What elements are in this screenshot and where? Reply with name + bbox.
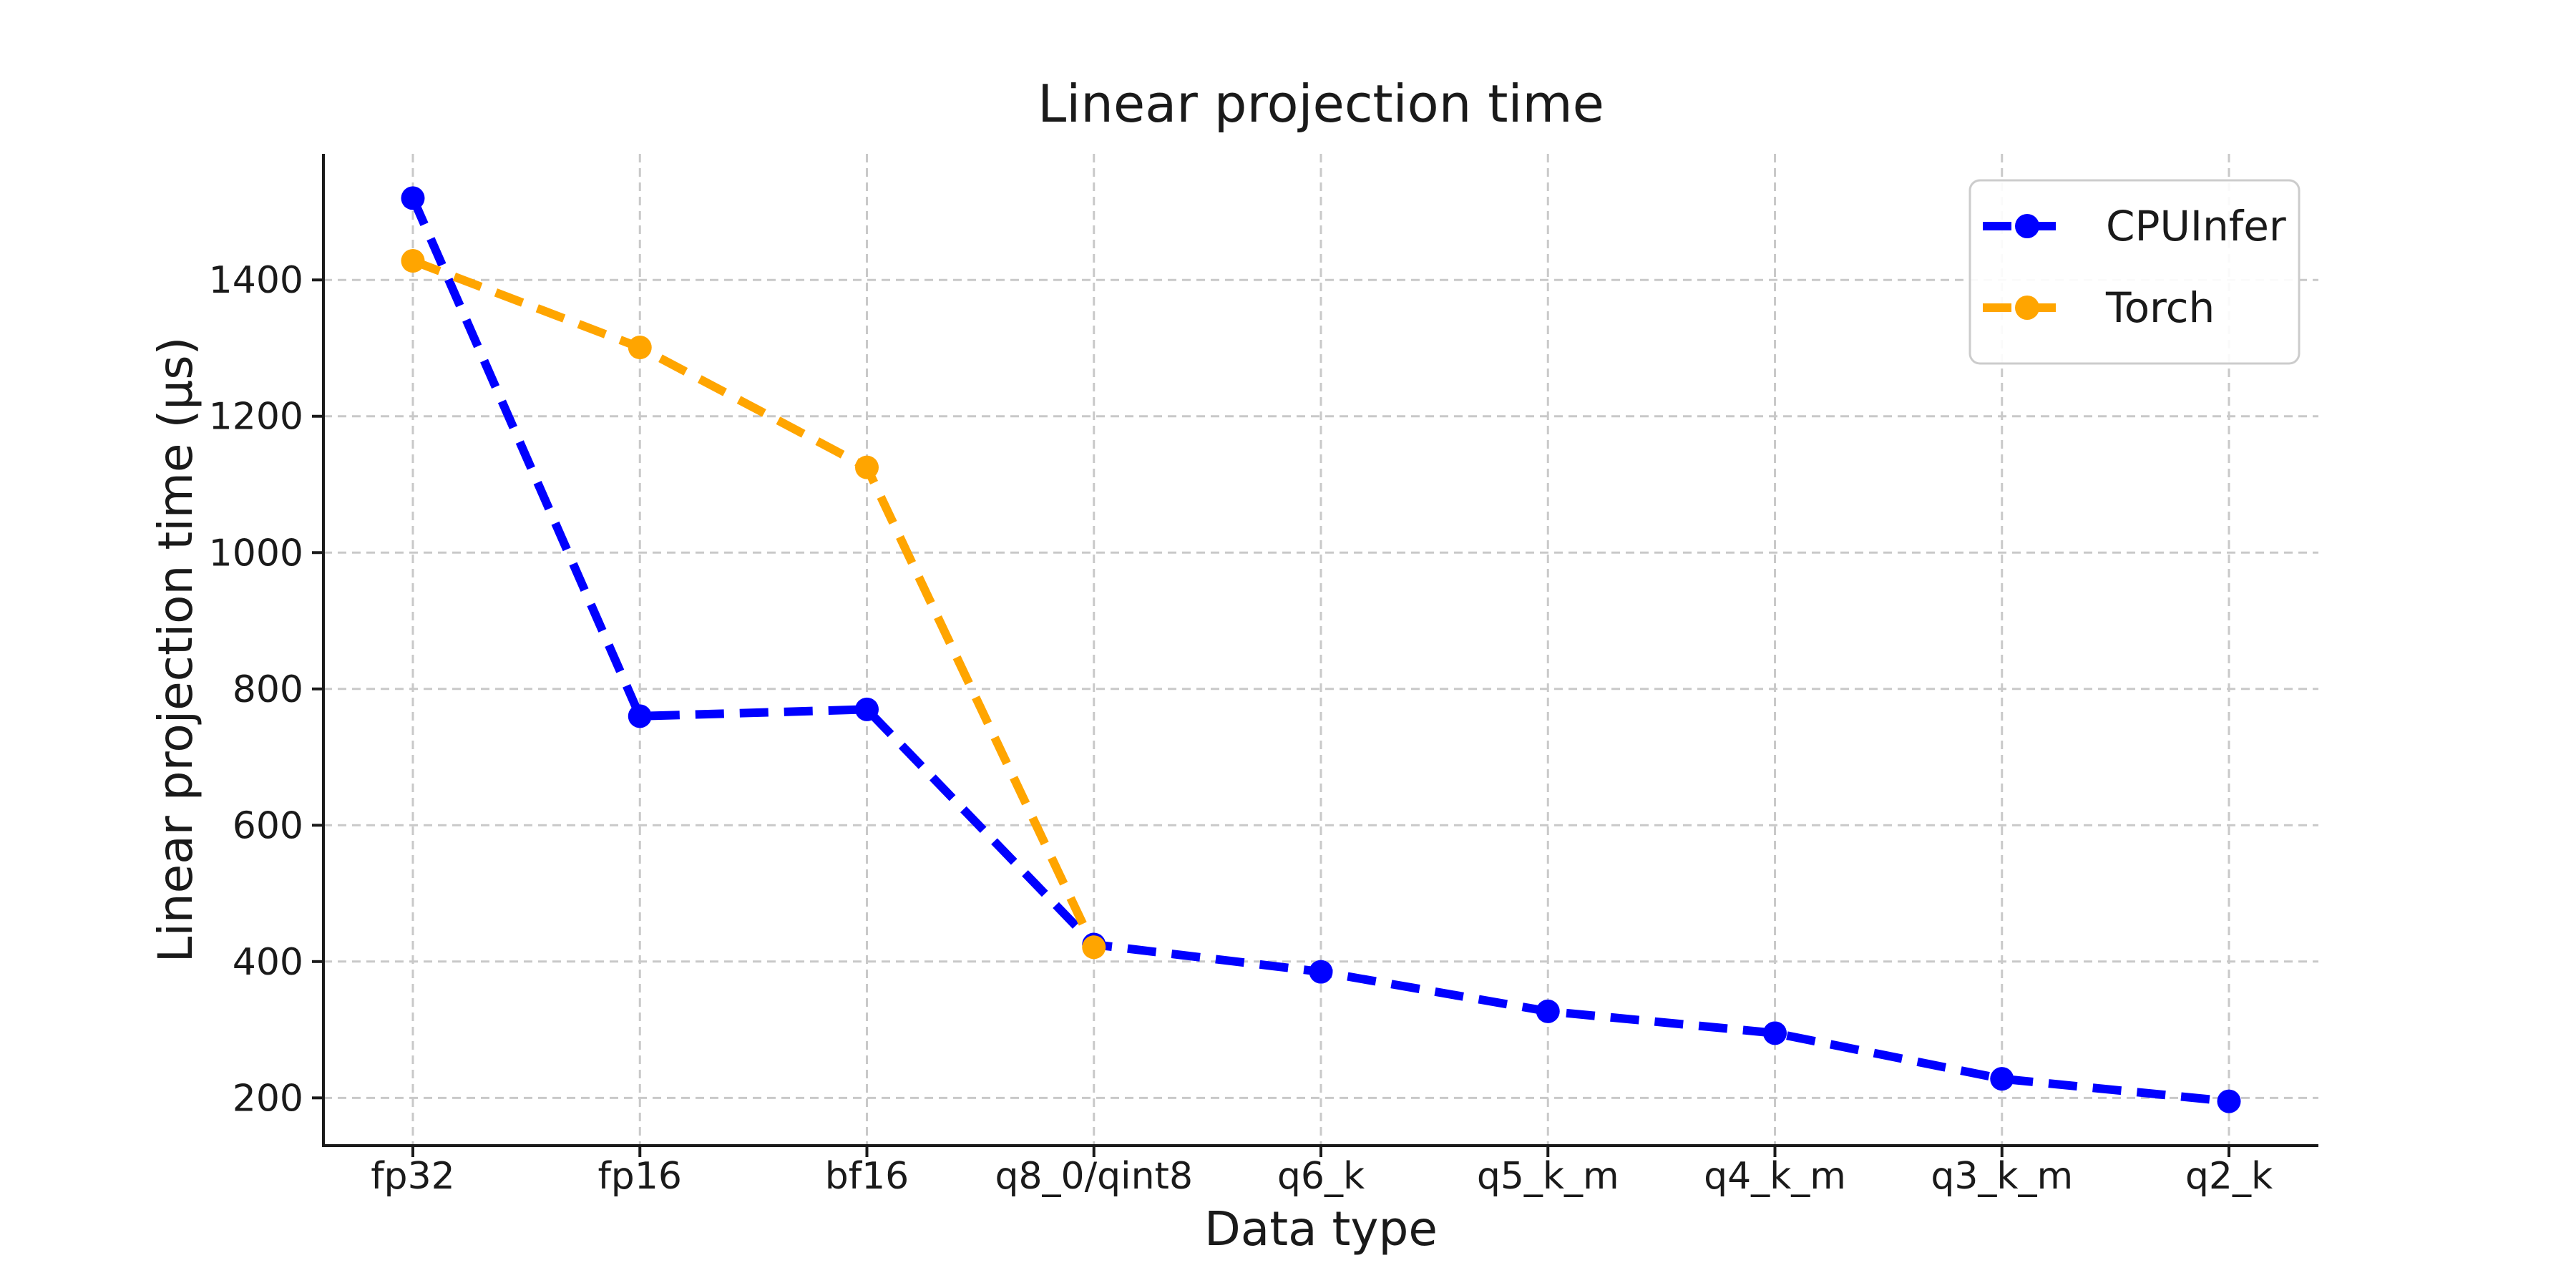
data-point-marker	[2217, 1089, 2241, 1113]
series-torch	[401, 249, 1106, 960]
legend-marker	[2015, 214, 2039, 238]
x-tick-label: q4_k_m	[1704, 1155, 1846, 1198]
data-point-marker	[628, 336, 652, 360]
data-point-marker	[1082, 935, 1106, 960]
legend-entry-label: Torch	[2105, 283, 2215, 332]
x-tick-label: q6_k	[1277, 1155, 1365, 1198]
x-axis-label: Data type	[1204, 1201, 1438, 1257]
legend-entry-cpuinfer: CPUInfer	[1983, 202, 2286, 250]
data-point-marker	[401, 249, 425, 273]
data-point-marker	[401, 186, 425, 210]
series-line	[411, 256, 1098, 950]
legend-entry-label: CPUInfer	[2106, 202, 2286, 250]
x-tick-label: q3_k_m	[1931, 1155, 2073, 1198]
y-axis-label: Linear projection time (µs)	[148, 337, 203, 963]
x-tick-label: bf16	[825, 1155, 909, 1198]
chart-title: Linear projection time	[1038, 74, 1604, 134]
data-point-marker	[628, 704, 652, 728]
y-tick-label: 1000	[209, 532, 303, 575]
legend-entry-torch: Torch	[1983, 283, 2215, 332]
y-tick-label: 800	[233, 668, 303, 711]
x-tick-label: fp32	[371, 1155, 454, 1198]
y-tick-label: 1200	[209, 396, 303, 439]
x-tick-label: fp16	[598, 1155, 682, 1198]
tick-labels: fp32 fp16 bf16 q8_0/qint8 q6_k q5_k_m q4_k_m q3…	[209, 259, 2273, 1198]
y-tick-label: 1400	[209, 259, 303, 302]
data-point-marker	[1536, 999, 1560, 1023]
data-series	[401, 186, 2241, 1113]
data-point-marker	[855, 697, 879, 721]
x-tick-label: q2_k	[2185, 1155, 2273, 1198]
x-tick-label: q5_k_m	[1477, 1155, 1619, 1198]
axes-spines-and-ticks	[312, 154, 2318, 1157]
y-tick-label: 600	[233, 804, 303, 847]
legend-marker	[2015, 296, 2039, 320]
x-tick-label: q8_0/qint8	[995, 1155, 1193, 1198]
y-tick-label: 400	[233, 941, 303, 984]
data-point-marker	[1763, 1021, 1787, 1045]
data-point-marker	[855, 455, 879, 479]
y-tick-label: 200	[233, 1077, 303, 1120]
data-point-marker	[1990, 1067, 2014, 1091]
data-point-marker	[1309, 960, 1333, 984]
legend: CPUInfer Torch	[1968, 179, 2301, 365]
